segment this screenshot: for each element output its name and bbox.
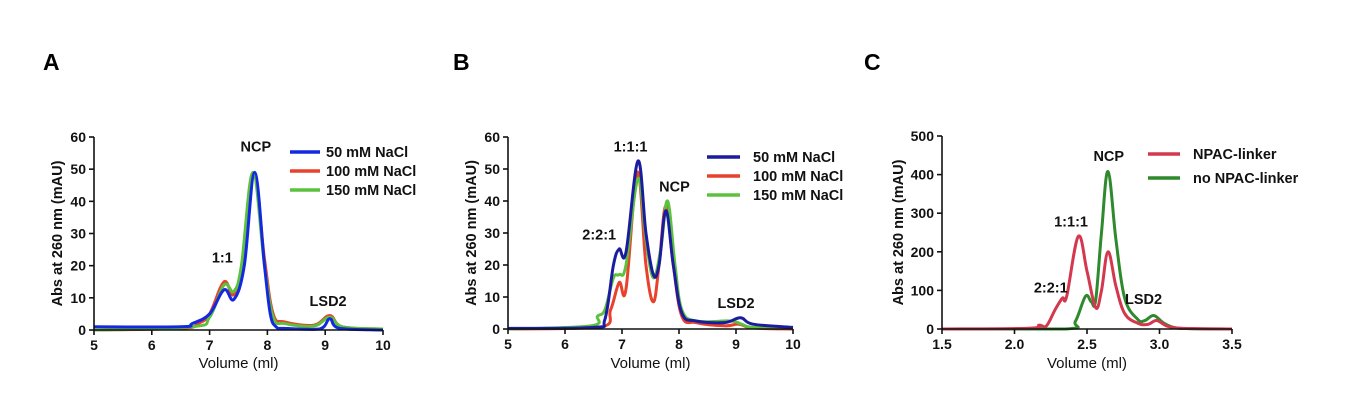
panel-b: B 0 10 20 30 40 50 60 5 6 7 8 9 10 Volume (ml) Abs at 2… (453, 49, 843, 372)
y-tick-label: 30 (484, 225, 500, 241)
peak-annotation: 1:1 (212, 250, 233, 266)
y-tick-label: 60 (70, 129, 86, 145)
y-tick-label: 50 (484, 161, 500, 177)
legend-label: 50 mM NaCl (326, 145, 408, 161)
x-tick-label: 6 (561, 336, 569, 352)
peak-annotation: LSD2 (717, 296, 754, 312)
y-tick-label: 20 (70, 258, 86, 274)
series-line-50-mm-nacl (93, 170, 384, 332)
y-tick-label: 0 (926, 321, 934, 337)
peak-annotation: 1:1:1 (1054, 215, 1088, 231)
y-tick-label: 30 (70, 226, 86, 242)
panel-a: A 0 10 20 30 40 50 60 5 6 7 8 9 10 Volume (ml) Abs at 2… (43, 49, 416, 372)
series-line-50-mm-nacl (507, 159, 794, 330)
legend-label: 150 mM NaCl (753, 188, 843, 204)
peak-annotation: 1:1:1 (614, 139, 648, 155)
y-tick-label: 40 (484, 193, 500, 209)
y-tick-label: 300 (911, 205, 935, 221)
y-tick-label: 40 (70, 193, 86, 209)
x-tick-label: 8 (675, 336, 683, 352)
legend-label: 100 mM NaCl (326, 164, 416, 180)
x-tick-label: 10 (375, 337, 391, 353)
legend-label: 100 mM NaCl (753, 169, 843, 185)
y-axis-label: Abs at 260 nm (mAU) (891, 159, 907, 305)
x-tick-label: 9 (321, 337, 329, 353)
x-tick-label: 6 (148, 337, 156, 353)
series-line-100-mm-nacl (507, 170, 794, 331)
y-tick-label: 500 (911, 128, 935, 144)
x-tick-label: 5 (504, 336, 512, 352)
series-line-no-npac-linker (942, 170, 1233, 331)
x-tick-label: 9 (732, 336, 740, 352)
x-tick-label: 3.0 (1150, 336, 1170, 352)
y-tick-label: 20 (484, 257, 500, 273)
x-axis-label: Volume (ml) (1047, 355, 1127, 372)
peak-annotation: 2:2:1 (1034, 280, 1068, 296)
x-tick-label: 2.0 (1005, 336, 1025, 352)
y-tick-label: 400 (911, 167, 935, 183)
peak-annotation: 2:2:1 (582, 227, 616, 243)
legend-label: 150 mM NaCl (326, 183, 416, 199)
x-tick-label: 7 (618, 336, 626, 352)
peak-annotation: LSD2 (1125, 292, 1162, 308)
legend-label: NPAC-linker (1193, 147, 1277, 163)
legend-label: no NPAC-linker (1193, 171, 1299, 187)
y-tick-label: 100 (911, 282, 935, 298)
peak-annotation: NCP (241, 139, 272, 155)
x-tick-label: 10 (785, 336, 801, 352)
y-tick-label: 10 (70, 290, 86, 306)
peak-annotation: LSD2 (310, 294, 347, 310)
panel-c: C 0 100 200 300 400 500 1.5 2.0 2.5 3.0 3.5 Volume (… (864, 49, 1299, 372)
series-line-npac-linker (941, 234, 1233, 331)
x-tick-label: 1.5 (932, 336, 952, 352)
x-tick-label: 8 (264, 337, 272, 353)
y-tick-label: 50 (70, 161, 86, 177)
x-axis-label: Volume (ml) (198, 355, 278, 372)
y-tick-label: 0 (78, 322, 86, 338)
y-axis-label: Abs at 260 nm (mAU) (464, 160, 480, 306)
panel-letter: B (453, 49, 470, 75)
panel-letter: C (864, 49, 881, 75)
peak-annotation: NCP (1093, 149, 1124, 165)
legend-label: 50 mM NaCl (753, 150, 835, 166)
peak-annotation: NCP (659, 179, 690, 195)
x-axis-label: Volume (ml) (610, 355, 690, 372)
x-tick-label: 2.5 (1077, 336, 1097, 352)
y-tick-label: 0 (492, 321, 500, 337)
panel-letter: A (43, 49, 60, 75)
y-tick-label: 10 (484, 289, 500, 305)
x-tick-label: 5 (90, 337, 98, 353)
y-tick-label: 200 (911, 244, 935, 260)
y-axis-label: Abs at 260 nm (mAU) (50, 160, 66, 306)
x-tick-label: 3.5 (1222, 336, 1242, 352)
x-tick-label: 7 (206, 337, 214, 353)
y-tick-label: 60 (484, 129, 500, 145)
